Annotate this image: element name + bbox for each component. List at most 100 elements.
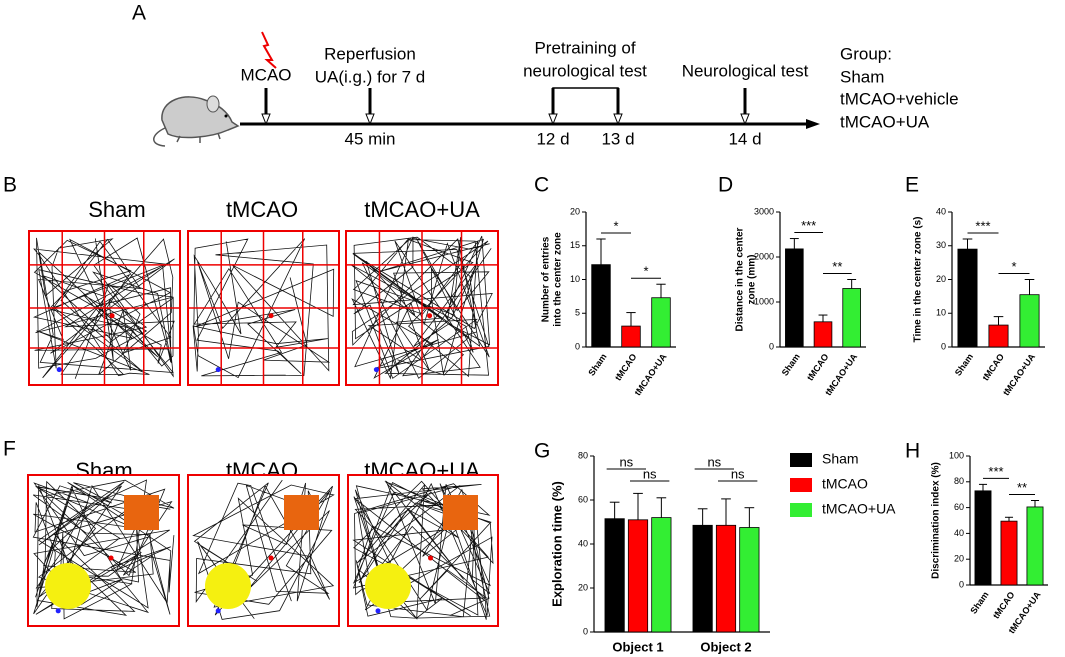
y-tick-label: 10: [570, 274, 580, 284]
y-tick-label: 80: [578, 450, 588, 460]
y-tick-label: 0: [959, 579, 964, 589]
bar: [651, 517, 672, 633]
time-label: 14 d: [728, 129, 761, 148]
significance-label: ***: [801, 218, 816, 233]
object-square: [284, 495, 319, 530]
legend-label: tMCAO+UA: [822, 501, 896, 517]
arrow-head: [365, 113, 375, 126]
significance-label: ***: [975, 218, 990, 233]
panel-letter: E: [905, 174, 919, 197]
end-dot: [215, 367, 221, 373]
panel-letter: H: [905, 440, 920, 463]
y-axis-label: Discrimination index (%): [931, 462, 942, 579]
x-tick-label: tMCAO: [805, 352, 831, 383]
bar: [957, 248, 978, 348]
lightning: [261, 31, 277, 69]
axis-arrow: [806, 119, 820, 129]
object-square: [124, 495, 159, 530]
object-circle: [205, 563, 251, 609]
x-tick-label: Sham: [968, 590, 990, 616]
y-tick-label: 100: [949, 450, 964, 460]
y-tick-label: 10: [936, 308, 946, 318]
significance-label: *: [613, 218, 618, 233]
y-axis-label: Distance in the center: [735, 227, 746, 331]
start-dot: [428, 555, 433, 561]
y-tick-label: 15: [570, 240, 580, 250]
bar: [651, 297, 671, 348]
y-axis-label: Number of entries: [541, 236, 552, 322]
end-dot: [215, 608, 221, 614]
object-circle: [365, 563, 411, 609]
track-title: tMCAO: [226, 197, 298, 222]
y-tick-label: 20: [936, 274, 946, 284]
bar: [1019, 294, 1040, 348]
start-dot: [268, 313, 274, 319]
x-tick-label: tMCAO: [991, 590, 1017, 621]
y-tick-label: 0: [941, 341, 946, 351]
arrow-head: [261, 113, 271, 126]
y-tick-label: 30: [936, 240, 946, 250]
y-tick-label: 2000: [754, 251, 774, 261]
track-images: [27, 230, 499, 627]
time-label: 45 min: [344, 129, 395, 148]
arrow-head: [740, 113, 750, 126]
group-title: Group:: [840, 44, 892, 63]
significance-label: ns: [643, 466, 657, 481]
significance-label: ns: [619, 454, 633, 469]
x-tick-label: tMCAO: [613, 352, 639, 383]
bar: [974, 490, 992, 586]
significance-label: **: [1017, 480, 1027, 495]
panel-letter: G: [534, 440, 550, 463]
event-label: neurological test: [523, 61, 647, 80]
significance-label: ns: [707, 454, 721, 469]
y-tick-label: 0: [575, 341, 580, 351]
start-dot: [109, 313, 115, 319]
y-tick-label: 3000: [754, 206, 774, 216]
panel-letter: B: [3, 174, 17, 197]
legend-swatch: [790, 453, 812, 467]
event-label: UA(i.g.) for 7 d: [315, 67, 426, 86]
legend-label: Sham: [822, 451, 859, 467]
y-axis-label: into the center zone: [553, 232, 564, 327]
panel-letter: D: [718, 174, 733, 197]
y-tick-label: 20: [578, 582, 588, 592]
event-label: MCAO: [241, 65, 292, 84]
significance-label: *: [643, 264, 648, 279]
bar: [1000, 520, 1018, 586]
x-tick-label: Sham: [953, 352, 975, 378]
bar: [813, 321, 833, 348]
timeline-arrows: [261, 88, 750, 126]
significance-label: ***: [988, 464, 1003, 479]
track-title: tMCAO+UA: [364, 197, 480, 222]
y-tick-label: 40: [954, 528, 964, 538]
event-label: Pretraining of: [534, 38, 635, 57]
legend-label: tMCAO: [822, 476, 868, 492]
event-label: Reperfusion: [324, 44, 416, 63]
x-tick-label: tMCAO: [980, 352, 1006, 383]
x-tick-label: Object 1: [612, 639, 663, 654]
start-dot: [427, 313, 433, 319]
arrow-head: [548, 113, 558, 126]
bar: [591, 264, 611, 348]
bar: [739, 527, 760, 633]
x-tick-label: tMCAO+UA: [1001, 351, 1037, 397]
y-tick-label: 40: [936, 206, 946, 216]
bar: [621, 325, 641, 348]
y-tick-label: 0: [769, 341, 774, 351]
x-tick-label: Sham: [780, 352, 802, 378]
bar: [715, 524, 737, 633]
y-axis-label: Time in the center zone (s): [913, 217, 924, 343]
object-square: [443, 495, 478, 530]
y-tick-label: 20: [570, 206, 580, 216]
y-tick-label: 40: [578, 538, 588, 548]
arrow-head: [613, 113, 623, 126]
group-name: tMCAO+UA: [840, 112, 930, 131]
group-name: tMCAO+vehicle: [840, 89, 959, 108]
bar: [627, 519, 649, 633]
bar: [604, 518, 625, 633]
bar: [785, 248, 804, 348]
bracket: [552, 87, 619, 92]
end-dot: [375, 608, 381, 614]
y-tick-label: 60: [578, 494, 588, 504]
